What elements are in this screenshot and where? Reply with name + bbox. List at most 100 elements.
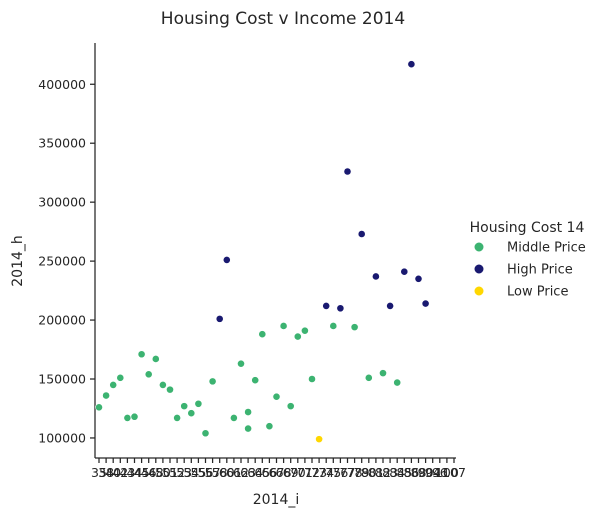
x-tick-label: 100 bbox=[435, 465, 459, 480]
point-high-price bbox=[386, 302, 394, 310]
point-middle-price bbox=[244, 408, 252, 416]
point-middle-price bbox=[166, 385, 174, 394]
x-tick-label: 72 bbox=[304, 465, 320, 480]
x-tick-label: 40 bbox=[105, 465, 121, 480]
y-tick-label: 300000 bbox=[38, 195, 86, 210]
point-middle-price bbox=[109, 381, 118, 389]
point-middle-price bbox=[393, 378, 402, 387]
point-low-price bbox=[315, 435, 323, 444]
x-tick-label: 75 bbox=[325, 465, 341, 480]
x-tick-label: 42 bbox=[112, 465, 128, 480]
x-tick-labels: 3538404243444546485051525354555657586061… bbox=[91, 465, 466, 480]
legend-marker bbox=[473, 263, 485, 275]
point-middle-price bbox=[201, 429, 210, 438]
point-high-price bbox=[322, 302, 331, 310]
point-middle-price bbox=[329, 322, 338, 330]
y-tick-label: 250000 bbox=[38, 254, 86, 269]
point-high-price bbox=[421, 299, 430, 308]
x-tick-label: 68 bbox=[276, 465, 292, 480]
point-middle-price bbox=[144, 370, 153, 379]
x-tick-label: 67 bbox=[269, 465, 285, 480]
point-high-price bbox=[407, 60, 416, 69]
legend-label: Middle Price bbox=[507, 241, 586, 256]
x-tick-label: 70 bbox=[290, 465, 306, 480]
point-high-price bbox=[222, 256, 231, 264]
x-tick-label: 76 bbox=[332, 465, 348, 480]
point-high-price bbox=[343, 167, 352, 176]
x-tick-label: 81 bbox=[368, 465, 384, 480]
x-tick-label: 85 bbox=[396, 465, 412, 480]
legend-marker bbox=[473, 241, 485, 253]
legend-marker bbox=[473, 285, 485, 297]
x-tick-label: 54 bbox=[183, 465, 199, 480]
point-high-price bbox=[414, 274, 423, 283]
chart-title: Housing Cost v Income 2014 bbox=[161, 9, 405, 29]
x-tick-label: 63 bbox=[240, 465, 256, 480]
x-tick-label: 65 bbox=[254, 465, 270, 480]
x-tick-label: 77 bbox=[340, 465, 356, 480]
x-tick-label: 79 bbox=[354, 465, 370, 480]
legend-title: Housing Cost 14 bbox=[470, 220, 585, 236]
point-middle-price bbox=[251, 376, 260, 385]
x-tick-label: 35 bbox=[91, 465, 107, 480]
x-tick-label: 84 bbox=[389, 465, 405, 480]
point-high-price bbox=[215, 314, 224, 323]
x-tick-label: 56 bbox=[198, 465, 214, 480]
point-middle-price bbox=[237, 359, 245, 368]
x-tick-label: 45 bbox=[134, 465, 150, 480]
x-tick-label: 55 bbox=[190, 465, 206, 480]
x-tick-label: 94 bbox=[425, 465, 441, 480]
x-tick-label: 60 bbox=[219, 465, 235, 480]
point-middle-price bbox=[379, 369, 387, 378]
point-middle-price bbox=[286, 402, 295, 411]
x-tick-label: 80 bbox=[361, 465, 377, 480]
x-tick-label: 62 bbox=[233, 465, 249, 480]
x-tick-label: 88 bbox=[411, 465, 427, 480]
point-middle-price bbox=[300, 326, 309, 335]
x-tick-label: 48 bbox=[148, 465, 164, 480]
point-middle-price bbox=[293, 332, 302, 341]
point-middle-price bbox=[279, 322, 288, 330]
point-high-price bbox=[371, 272, 380, 281]
x-tick-label: 57 bbox=[205, 465, 221, 480]
x-tick-label: 64 bbox=[247, 465, 263, 480]
point-middle-price bbox=[244, 424, 252, 433]
x-tick-label: 90 bbox=[418, 465, 434, 480]
x-tick-label: 73 bbox=[311, 465, 327, 480]
x-tick-label: 74 bbox=[318, 465, 334, 480]
x-tick-label: 69 bbox=[283, 465, 299, 480]
point-middle-price bbox=[308, 375, 316, 383]
x-tick-label: 53 bbox=[176, 465, 192, 480]
point-high-price bbox=[336, 304, 345, 313]
point-middle-price bbox=[123, 414, 132, 422]
x-tick-label: 43 bbox=[119, 465, 135, 480]
y-tick-label: 150000 bbox=[38, 372, 86, 387]
point-middle-price bbox=[158, 381, 167, 389]
point-middle-price bbox=[350, 323, 359, 332]
x-tick-label: 82 bbox=[375, 465, 391, 480]
x-tick-label: 78 bbox=[347, 465, 363, 480]
point-middle-price bbox=[130, 412, 139, 421]
point-middle-price bbox=[102, 391, 110, 400]
point-middle-price bbox=[229, 414, 238, 422]
y-axis: 100000 150000 200000 250000 300000 350000 4000… bbox=[38, 43, 96, 458]
x-tick-label: 107 bbox=[442, 465, 466, 480]
point-middle-price bbox=[151, 355, 160, 363]
x-tick-label: 61 bbox=[226, 465, 242, 480]
x-tick-label: 52 bbox=[169, 465, 185, 480]
point-high-price bbox=[400, 267, 409, 276]
x-tick-label: 66 bbox=[261, 465, 277, 480]
point-middle-price bbox=[265, 422, 274, 431]
data-points bbox=[95, 60, 430, 444]
y-tick-label: 350000 bbox=[38, 136, 86, 151]
x-axis-label: 2014_i bbox=[253, 492, 300, 508]
point-middle-price bbox=[187, 409, 196, 418]
x-tick-label: 46 bbox=[141, 465, 157, 480]
point-middle-price bbox=[364, 373, 373, 382]
x-tick-label: 44 bbox=[127, 465, 143, 480]
point-middle-price bbox=[116, 373, 125, 382]
point-middle-price bbox=[208, 377, 217, 386]
y-tick-label: 200000 bbox=[38, 313, 86, 328]
x-tick-label: 96 bbox=[432, 465, 448, 480]
point-middle-price bbox=[272, 392, 281, 401]
